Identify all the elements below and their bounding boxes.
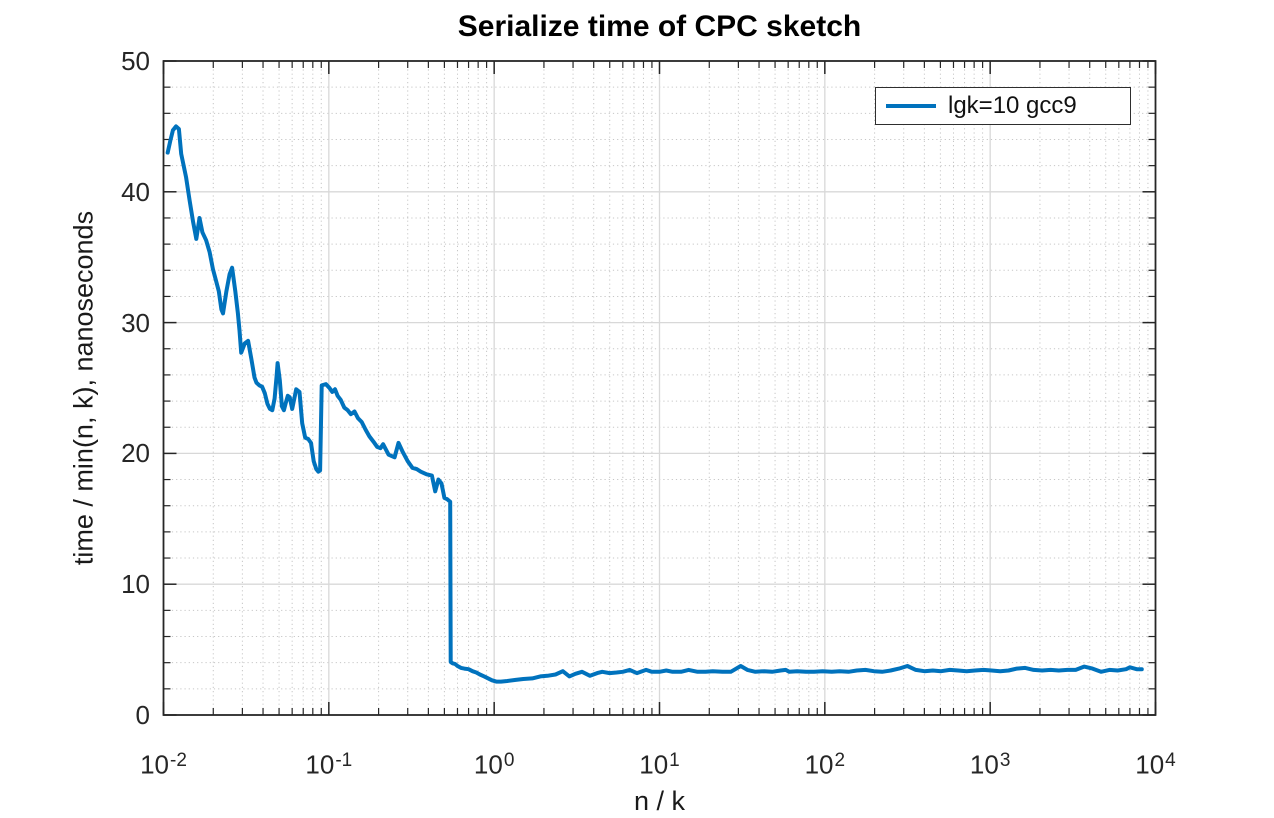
- y-tick-label: 40: [121, 176, 150, 207]
- x-tick-label: 104: [1135, 749, 1176, 780]
- x-tick-label: 103: [969, 749, 1011, 780]
- y-tick-label: 20: [121, 438, 150, 469]
- y-tick-label: 30: [121, 307, 150, 338]
- data-line-lgk10-gcc9: [165, 124, 1144, 684]
- y-tick-label: 50: [121, 46, 150, 76]
- x-tick-label: 10-2: [140, 749, 187, 780]
- legend-line-swatch: [886, 104, 936, 108]
- y-axis-label: time / min(n, k), nanoseconds: [68, 210, 99, 566]
- axis-ticks: [162, 60, 1157, 716]
- x-tick-label: 100: [473, 749, 515, 780]
- major-gridlines: [163, 61, 1156, 715]
- y-tick-label: 10: [121, 569, 150, 600]
- x-tick-label: 10-1: [305, 749, 353, 780]
- x-axis-label: n / k: [633, 786, 686, 816]
- legend: lgk=10 gcc9: [875, 87, 1131, 125]
- chart-title: Serialize time of CPC sketch: [457, 10, 862, 43]
- x-tick-label: 101: [639, 749, 680, 780]
- y-tick-label: 0: [135, 700, 150, 730]
- x-tick-label: 102: [804, 749, 846, 780]
- legend-label: lgk=10 gcc9: [948, 92, 1077, 119]
